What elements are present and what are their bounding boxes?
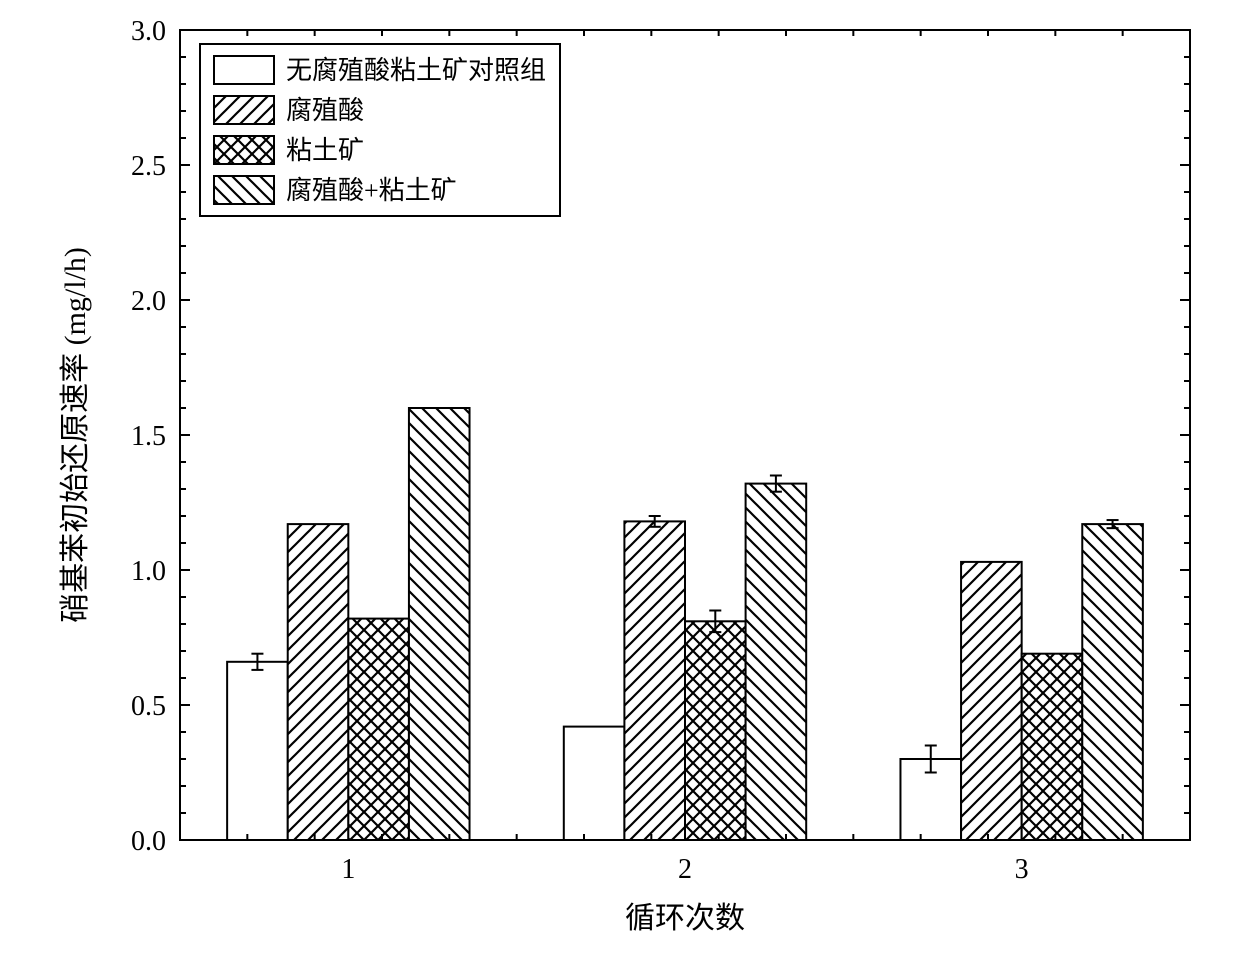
legend: 无腐殖酸粘土矿对照组腐殖酸粘土矿腐殖酸+粘土矿 [200, 44, 560, 216]
ytick-label: 2.5 [131, 151, 166, 182]
legend-label: 无腐殖酸粘土矿对照组 [286, 56, 546, 85]
legend-swatch [214, 56, 274, 84]
legend-swatch [214, 96, 274, 124]
bar-control-2 [564, 727, 625, 840]
bar-humic_clay-1 [409, 408, 470, 840]
legend-swatch [214, 176, 274, 204]
bar-humic_clay-3 [1082, 524, 1143, 840]
xtick-label: 3 [1015, 854, 1029, 885]
y-axis-label: 硝基苯初始还原速率 (mg/l/h) [59, 247, 92, 623]
chart-figure: 0.0 0.5 1.0 1.5 2.0 2.5 3.0 1 2 3 硝基苯初始还原速率 (mg/l/… [0, 0, 1240, 973]
bar-humic_acid-2 [624, 521, 685, 840]
ytick-label: 0.0 [131, 826, 166, 857]
bar-clay-2 [685, 621, 746, 840]
legend-label: 粘土矿 [286, 136, 364, 165]
ytick-label: 1.5 [131, 421, 166, 452]
bar-clay-1 [348, 619, 409, 840]
bar-humic_acid-3 [961, 562, 1022, 840]
bar-humic_clay-2 [746, 484, 807, 840]
x-axis-label: 循环次数 [625, 902, 745, 935]
legend-swatch [214, 136, 274, 164]
ytick-label: 3.0 [131, 16, 166, 47]
bar-clay-3 [1022, 654, 1083, 840]
ytick-label: 1.0 [131, 556, 166, 587]
xtick-label: 1 [341, 854, 355, 885]
bar-control-1 [227, 662, 288, 840]
legend-label: 腐殖酸 [286, 96, 364, 125]
xtick-label: 2 [678, 854, 692, 885]
legend-label: 腐殖酸+粘土矿 [286, 176, 457, 205]
ytick-label: 0.5 [131, 691, 166, 722]
bar-humic_acid-1 [288, 524, 349, 840]
ytick-label: 2.0 [131, 286, 166, 317]
chart-svg: 0.0 0.5 1.0 1.5 2.0 2.5 3.0 1 2 3 硝基苯初始还原速率 (mg/l/… [0, 0, 1240, 973]
